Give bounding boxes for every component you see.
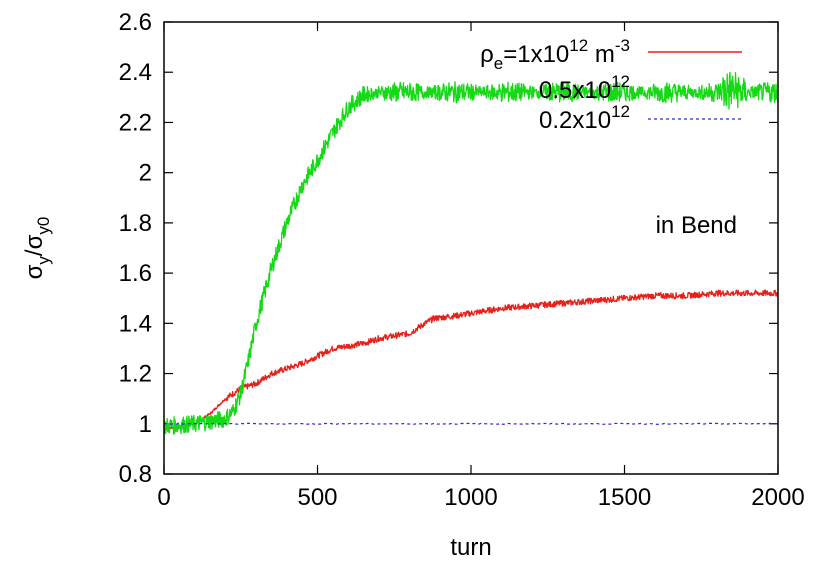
x-tick-label: 0 xyxy=(157,484,170,511)
x-tick-label: 1500 xyxy=(598,484,651,511)
x-tick-label: 1000 xyxy=(444,484,497,511)
y-tick-label: 1.4 xyxy=(119,310,152,337)
y-tick-label: 2.2 xyxy=(119,109,152,136)
y-tick-label: 2 xyxy=(139,160,152,187)
legend: ρe=1x1012 m-3 0.5x1012 0.2x1012 xyxy=(480,36,742,134)
y-axis-label-sigma: σ xyxy=(21,264,48,279)
series-line-1 xyxy=(163,289,779,431)
plot-frame xyxy=(163,21,779,475)
series-lines xyxy=(163,71,779,435)
y-tick-label: 1.6 xyxy=(119,260,152,287)
y-tick-label: 1.2 xyxy=(119,361,152,388)
series-line-3 xyxy=(163,422,779,425)
x-tick-label: 2000 xyxy=(751,484,804,511)
y-axis-label: σy/σy0 xyxy=(21,217,53,280)
legend-entry-1-label: ρe=1x1012 m-3 xyxy=(480,36,630,73)
y-tick-label: 2.4 xyxy=(119,59,152,86)
legend-entry-3-label: 0.2x1012 xyxy=(539,102,630,134)
y-tick-label: 1.8 xyxy=(119,210,152,237)
series-line-2 xyxy=(163,71,779,435)
y-tick-label: 2.6 xyxy=(119,9,152,36)
y-axis-label-sep: /σ xyxy=(21,234,48,256)
annotation-in-bend: in Bend xyxy=(656,212,737,239)
x-axis-label: turn xyxy=(450,534,491,561)
y-tick-label: 1 xyxy=(139,411,152,438)
y-tick-label: 0.8 xyxy=(119,461,152,488)
tick-labels: 0 500 1000 1500 2000 0.8 1 1.2 1.4 1.6 1.8 2 2.2 2.4 2… xyxy=(119,9,805,511)
svg-text:σy/σy0: σy/σy0 xyxy=(21,217,53,280)
x-tick-label: 500 xyxy=(297,484,337,511)
y-axis-label-sub2: y0 xyxy=(34,217,53,235)
legend-entry-2-label: 0.5x1012 xyxy=(539,72,630,104)
y-axis-label-sub1: y xyxy=(34,256,53,265)
